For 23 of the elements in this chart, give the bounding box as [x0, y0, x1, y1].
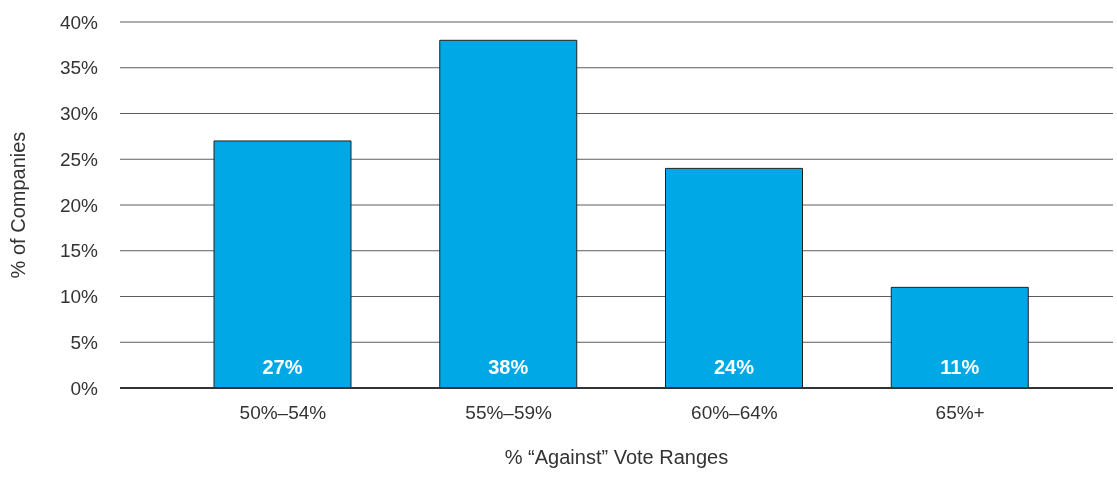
y-tick-label: 20% — [59, 194, 99, 216]
bar — [890, 286, 1029, 388]
x-axis-title: % “Against” Vote Ranges — [504, 446, 729, 468]
y-tick-label: 5% — [70, 331, 99, 353]
y-tick-label: 40% — [59, 11, 99, 33]
y-tick-label: 15% — [59, 240, 99, 262]
data-label: 24% — [713, 356, 755, 378]
y-tick-label: 30% — [59, 103, 99, 125]
bar — [439, 39, 578, 388]
x-tick-label: 55%–59% — [465, 402, 553, 424]
bar — [665, 167, 803, 388]
y-axis-title: % of Companies — [7, 131, 30, 279]
x-tick-label: 60%–64% — [691, 402, 778, 424]
y-tick-label: 0% — [70, 377, 99, 399]
data-label: 27% — [262, 356, 303, 378]
x-tick-label: 65%+ — [935, 402, 985, 424]
y-tick-label: 25% — [59, 148, 99, 170]
y-tick-label: 35% — [59, 57, 99, 79]
data-label: 11% — [940, 356, 980, 378]
data-label: 38% — [488, 356, 529, 378]
y-tick-label: 10% — [59, 286, 99, 308]
bar — [213, 140, 352, 388]
x-tick-label: 50%–54% — [239, 402, 327, 424]
